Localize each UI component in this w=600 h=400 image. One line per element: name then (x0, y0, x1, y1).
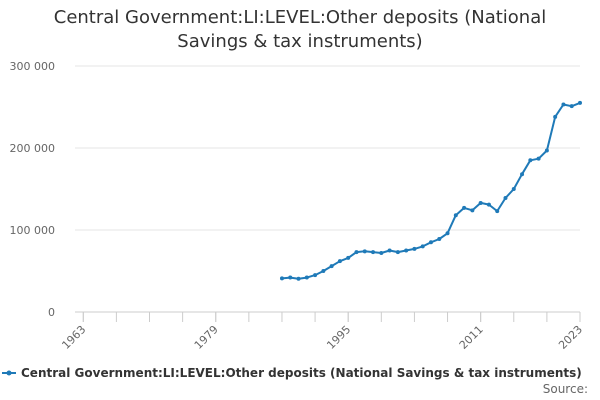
data-point[interactable] (578, 100, 582, 105)
data-point[interactable] (486, 202, 491, 207)
data-point[interactable] (387, 248, 392, 253)
data-point[interactable] (520, 172, 525, 177)
data-point[interactable] (321, 269, 326, 273)
data-point[interactable] (462, 205, 467, 210)
series-line (281, 101, 581, 280)
data-point[interactable] (337, 259, 342, 264)
data-point[interactable] (395, 250, 400, 255)
data-point[interactable] (478, 200, 483, 205)
data-point[interactable] (503, 196, 508, 201)
data-point[interactable] (536, 156, 541, 161)
y-tick-label: 200 000 (10, 142, 56, 155)
data-point[interactable] (354, 250, 359, 255)
data-point[interactable] (453, 213, 458, 218)
x-axis (75, 311, 581, 322)
chart-title-line-1: Central Government:LI:LEVEL:Other deposi… (53, 7, 547, 28)
data-point[interactable] (495, 209, 500, 214)
data-point[interactable] (470, 208, 475, 213)
data-point[interactable] (544, 148, 549, 153)
data-point[interactable] (412, 246, 417, 251)
data-point[interactable] (528, 158, 533, 163)
legend[interactable]: Central Government:LI:LEVEL:Other deposi… (2, 366, 582, 380)
data-point[interactable] (313, 273, 318, 278)
x-axis-tick-labels: 1963 1979 1995 2011 2023 (59, 323, 585, 352)
x-tick-label: 2023 (556, 323, 585, 352)
y-tick-label: 300 000 (10, 60, 56, 73)
data-point[interactable] (371, 250, 376, 255)
x-tick-label: 1963 (59, 323, 88, 352)
data-point[interactable] (437, 237, 442, 242)
data-point[interactable] (553, 114, 558, 119)
series-layer (279, 100, 582, 281)
x-tick-label: 2011 (457, 323, 486, 352)
data-point[interactable] (279, 276, 284, 281)
data-point[interactable] (304, 275, 309, 280)
data-point[interactable] (329, 264, 334, 269)
chart-title: Central Government:LI:LEVEL:Other deposi… (0, 6, 600, 54)
data-point[interactable] (420, 244, 425, 249)
y-tick-label: 100 000 (10, 224, 56, 237)
legend-label: Central Government:LI:LEVEL:Other deposi… (21, 366, 582, 380)
grid-lines (75, 65, 580, 231)
data-point[interactable] (561, 102, 566, 107)
data-point[interactable] (296, 276, 301, 281)
y-axis-tick-labels: 0 100 000 200 000 300 000 (10, 60, 56, 319)
data-point[interactable] (379, 250, 384, 255)
data-point[interactable] (346, 255, 351, 260)
data-point[interactable] (362, 249, 367, 254)
data-point[interactable] (428, 240, 433, 245)
chart-title-line-2: Savings & tax instruments) (177, 31, 423, 52)
data-point[interactable] (445, 231, 450, 236)
data-point[interactable] (404, 248, 409, 253)
source-label: Source: (543, 382, 588, 396)
data-point[interactable] (511, 187, 516, 191)
x-tick-label: 1979 (192, 323, 221, 352)
x-tick-label: 1995 (324, 323, 353, 352)
data-point[interactable] (569, 104, 574, 109)
data-point[interactable] (288, 275, 293, 280)
legend-swatch-marker (6, 370, 12, 376)
y-tick-label: 0 (48, 306, 55, 319)
